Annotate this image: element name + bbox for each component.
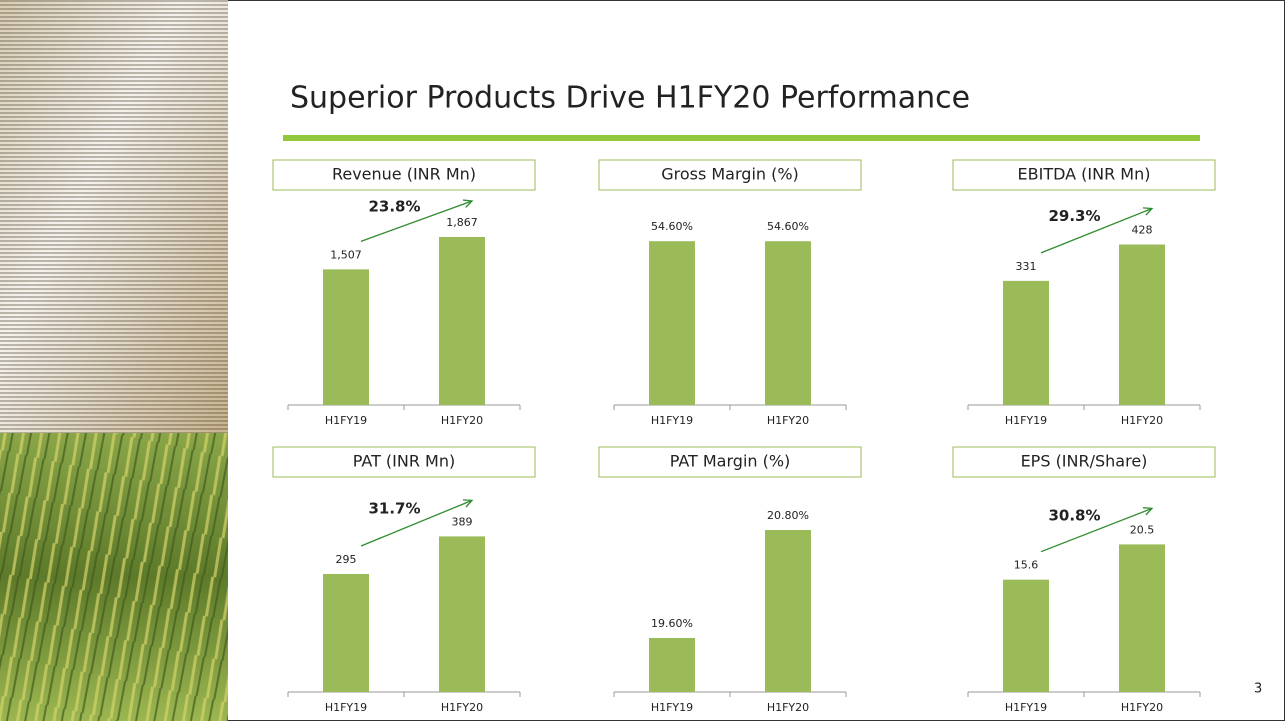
chart-title-box — [952, 159, 1216, 191]
bar — [1003, 280, 1049, 405]
chart-title-box — [272, 159, 536, 191]
value-label: 295 — [336, 553, 357, 566]
value-label: 19.60% — [651, 617, 693, 630]
value-label: 54.60% — [767, 220, 809, 233]
value-label: 428 — [1132, 224, 1153, 237]
value-label: 20.5 — [1130, 523, 1155, 536]
x-tick-label: H1FY20 — [1121, 701, 1163, 714]
bar — [323, 574, 369, 692]
growth-label: 31.7% — [368, 500, 420, 518]
growth-label: 23.8% — [368, 198, 420, 216]
bar — [765, 530, 811, 692]
growth-label: 30.8% — [1048, 507, 1100, 525]
value-label: 389 — [452, 515, 473, 528]
chart-title: Revenue (INR Mn) — [332, 165, 476, 184]
bar — [439, 236, 485, 405]
chart-title: PAT (INR Mn) — [353, 452, 456, 471]
bar — [765, 241, 811, 405]
x-tick-label: H1FY19 — [325, 701, 367, 714]
x-tick-label: H1FY20 — [1121, 414, 1163, 427]
bar — [1119, 544, 1165, 692]
growth-label: 29.3% — [1048, 207, 1100, 225]
growth-arrowhead — [1142, 507, 1154, 516]
bar — [1003, 579, 1049, 692]
value-label: 20.80% — [767, 509, 809, 522]
x-tick-label: H1FY19 — [1005, 701, 1047, 714]
growth-arrow — [360, 200, 473, 242]
chart-title: Gross Margin (%) — [661, 165, 799, 184]
bar — [649, 241, 695, 405]
growth-arrow — [1040, 507, 1153, 553]
value-label: 15.6 — [1014, 559, 1039, 572]
title-rule — [283, 135, 1200, 141]
bar — [649, 638, 695, 692]
x-tick-label: H1FY20 — [767, 701, 809, 714]
x-tick-label: H1FY19 — [1005, 414, 1047, 427]
chart-title: PAT Margin (%) — [670, 452, 791, 471]
x-tick-label: H1FY20 — [767, 414, 809, 427]
value-label: 1,867 — [446, 216, 478, 229]
chart-title-box — [598, 446, 862, 478]
chart-title-box — [952, 446, 1216, 478]
x-tick-label: H1FY19 — [651, 414, 693, 427]
bar — [1119, 244, 1165, 405]
value-label: 54.60% — [651, 220, 693, 233]
growth-arrowhead — [462, 499, 474, 508]
x-tick-label: H1FY20 — [441, 701, 483, 714]
bar — [439, 536, 485, 692]
chart-title: EPS (INR/Share) — [1021, 452, 1148, 471]
photo-stripes — [0, 0, 228, 433]
growth-arrow — [1040, 207, 1153, 254]
value-label: 331 — [1016, 260, 1037, 273]
x-tick-label: H1FY20 — [441, 414, 483, 427]
growth-arrowhead — [462, 199, 474, 208]
chart-title-box — [272, 446, 536, 478]
growth-arrowhead — [1142, 207, 1154, 216]
page-number: 3 — [1254, 682, 1262, 697]
slide-title: Superior Products Drive H1FY20 Performan… — [290, 81, 970, 116]
bar — [323, 269, 369, 405]
value-label: 1,507 — [330, 248, 362, 261]
photo-blades — [0, 433, 228, 721]
chart-title-box — [598, 159, 862, 191]
chart-title: EBITDA (INR Mn) — [1018, 165, 1151, 184]
x-tick-label: H1FY19 — [325, 414, 367, 427]
growth-arrow — [360, 499, 473, 547]
x-tick-label: H1FY19 — [651, 701, 693, 714]
